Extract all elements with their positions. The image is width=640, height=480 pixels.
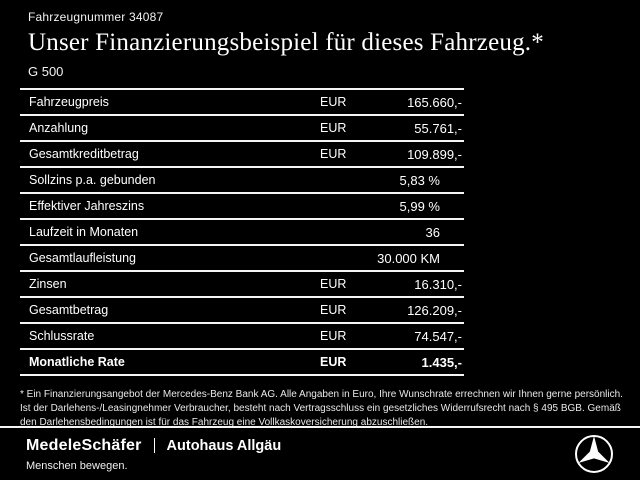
table-row: Sollzins p.a. gebunden 5,83 % xyxy=(20,166,464,192)
row-label: Schlussrate xyxy=(29,329,95,343)
table-row: Monatliche Rate EUR 1.435,- xyxy=(20,348,464,376)
row-label: Anzahlung xyxy=(29,121,89,135)
dealer-logo-primary: MedeleSchäfer xyxy=(26,436,142,454)
row-label: Gesamtlaufleistung xyxy=(29,251,137,265)
row-currency: EUR xyxy=(320,355,347,369)
dealer-logo-divider xyxy=(153,438,155,453)
dealer-logo-secondary: Autohaus Allgäu xyxy=(166,437,282,454)
table-row: Zinsen EUR 16.310,- xyxy=(20,270,464,296)
row-value: 5,99 % xyxy=(399,198,440,214)
dealer-tagline: Menschen bewegen. xyxy=(26,459,128,472)
row-label: Monatliche Rate xyxy=(29,355,125,369)
row-value: 55.761,- xyxy=(414,120,462,136)
row-label: Gesamtkreditbetrag xyxy=(29,147,139,161)
table-row: Schlussrate EUR 74.547,- xyxy=(20,322,464,348)
row-value: 16.310,- xyxy=(414,276,462,292)
dealer-logo-block: MedeleSchäfer Autohaus Allgäu Menschen b… xyxy=(26,437,281,472)
vehicle-number: Fahrzeugnummer 34087 xyxy=(28,10,164,24)
row-value: 36 xyxy=(425,224,440,240)
vehicle-model: G 500 xyxy=(28,64,64,79)
footer: MedeleSchäfer Autohaus Allgäu Menschen b… xyxy=(0,428,640,480)
row-value: 109.899,- xyxy=(407,146,462,162)
row-value: 5,83 % xyxy=(399,172,440,188)
row-label: Sollzins p.a. gebunden xyxy=(29,173,156,187)
row-label: Effektiver Jahreszins xyxy=(29,199,145,213)
footer-divider xyxy=(0,426,640,428)
footnote-text: * Ein Finanzierungsangebot der Mercedes-… xyxy=(20,389,623,429)
row-currency: EUR xyxy=(320,303,347,317)
table-row: Fahrzeugpreis EUR 165.660,- xyxy=(20,88,464,114)
row-currency: EUR xyxy=(320,329,347,343)
row-value: 126.209,- xyxy=(407,302,462,318)
table-row: Gesamtlaufleistung 30.000 KM xyxy=(20,244,464,270)
row-currency: EUR xyxy=(320,277,347,291)
table-row: Effektiver Jahreszins 5,99 % xyxy=(20,192,464,218)
table-row: Gesamtbetrag EUR 126.209,- xyxy=(20,296,464,322)
table-row: Anzahlung EUR 55.761,- xyxy=(20,114,464,140)
row-value: 30.000 KM xyxy=(377,250,440,266)
row-currency: EUR xyxy=(320,147,347,161)
row-value: 74.547,- xyxy=(414,328,462,344)
row-value: 165.660,- xyxy=(407,94,462,110)
row-value: 1.435,- xyxy=(421,354,462,370)
table-row: Laufzeit in Monaten 36 xyxy=(20,218,464,244)
finance-table: Fahrzeugpreis EUR 165.660,- Anzahlung EU… xyxy=(20,88,464,376)
row-label: Gesamtbetrag xyxy=(29,303,109,317)
row-label: Laufzeit in Monaten xyxy=(29,225,139,239)
row-label: Fahrzeugpreis xyxy=(29,95,109,109)
page-title: Unser Finanzierungsbeispiel für dieses F… xyxy=(28,29,544,56)
row-currency: EUR xyxy=(320,121,347,135)
mercedes-star-icon xyxy=(575,435,613,473)
row-currency: EUR xyxy=(320,95,347,109)
table-row: Gesamtkreditbetrag EUR 109.899,- xyxy=(20,140,464,166)
row-label: Zinsen xyxy=(29,277,67,291)
